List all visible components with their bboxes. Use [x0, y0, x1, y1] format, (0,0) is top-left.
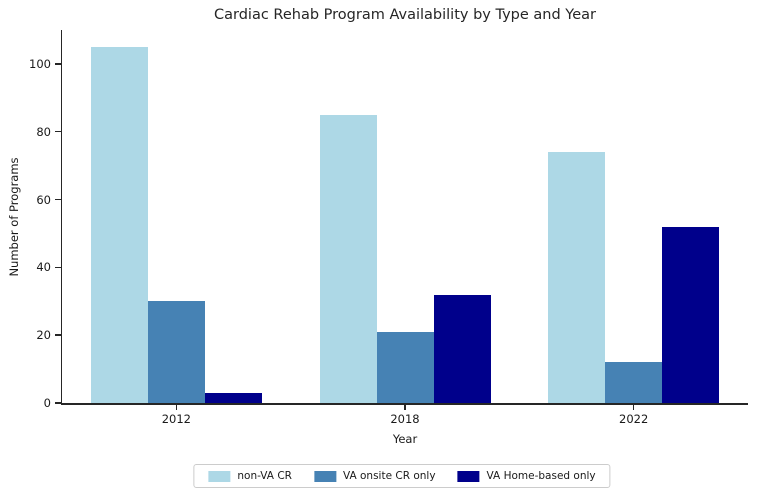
y-axis-label: Number of Programs [7, 157, 21, 277]
bar-va-onsite-cr-only-2018 [376, 331, 434, 403]
y-axis-line [60, 30, 62, 405]
y-tick-label: 60 [36, 192, 51, 207]
legend-item-va-onsite-cr-only: VA onsite CR only [313, 470, 436, 482]
y-tick-label: 20 [36, 328, 51, 343]
chart-title: Cardiac Rehab Program Availability by Ty… [214, 7, 596, 23]
y-tick-mark [54, 334, 61, 336]
bar-va-home-based-only-2022 [662, 226, 720, 403]
bar-va-onsite-cr-only-2012 [147, 301, 205, 403]
y-tick-mark [54, 402, 61, 404]
x-tick-mark [632, 404, 635, 410]
bar-non-va-cr-2022 [548, 152, 606, 403]
legend-swatch-icon [313, 470, 336, 482]
x-axis-line [60, 403, 748, 405]
y-tick-label: 100 [29, 56, 51, 71]
legend-item-non-va-cr: non-VA CR [208, 470, 292, 482]
bar-va-home-based-only-2018 [433, 294, 491, 403]
x-tick-label: 2012 [161, 412, 191, 426]
x-tick-label: 2018 [390, 412, 420, 426]
bar-va-onsite-cr-only-2022 [605, 362, 663, 403]
y-tick-mark [54, 63, 61, 65]
x-tick-label: 2022 [619, 412, 649, 426]
legend-label: VA Home-based only [486, 470, 596, 482]
legend-label: non-VA CR [237, 470, 292, 482]
bar-va-home-based-only-2012 [204, 392, 262, 403]
plot-area: 0 20 40 60 80 100 2012 2018 2022 [29, 30, 748, 426]
bar-non-va-cr-2018 [319, 114, 377, 403]
legend-label: VA onsite CR only [342, 470, 436, 482]
y-tick-label: 0 [43, 396, 51, 410]
y-tick-mark [54, 266, 61, 269]
legend-swatch-icon [208, 470, 231, 482]
legend-item-va-home-based-only: VA Home-based only [457, 470, 596, 482]
x-tick-mark [404, 404, 406, 410]
y-tick-mark [54, 130, 61, 133]
bar-non-va-cr-2012 [90, 46, 148, 403]
y-tick-label: 40 [36, 260, 51, 275]
legend: non-VA CR VA onsite CR only VA Home-based … [193, 464, 611, 488]
legend-swatch-icon [457, 470, 480, 482]
y-tick-mark [54, 198, 61, 201]
x-axis-label: Year [392, 432, 418, 446]
x-tick-mark [175, 404, 178, 410]
y-tick-label: 80 [36, 124, 51, 139]
